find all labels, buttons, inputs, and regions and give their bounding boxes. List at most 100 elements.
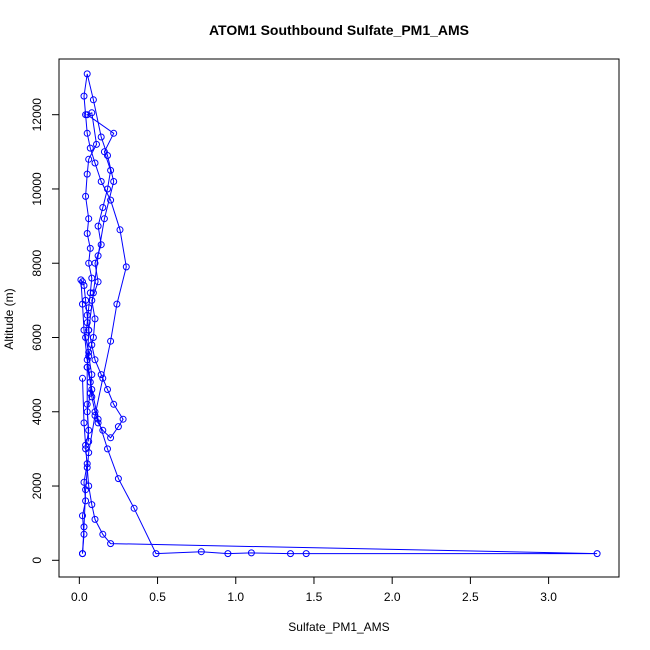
data-point xyxy=(122,263,130,271)
data-point xyxy=(97,178,105,185)
data-point xyxy=(116,226,124,234)
data-point xyxy=(104,445,111,453)
data-point xyxy=(107,434,115,442)
data-point xyxy=(88,371,96,379)
data-point xyxy=(86,144,94,152)
data-point xyxy=(593,550,601,558)
data-point xyxy=(83,70,91,78)
x-tick-label: 1.0 xyxy=(227,590,244,604)
data-point xyxy=(302,550,310,558)
y-axis: 0 2000 4000 6000 8000 10000 12000 xyxy=(30,98,60,564)
data-point xyxy=(80,419,88,427)
data-point xyxy=(89,96,97,104)
data-point xyxy=(99,426,107,434)
series-line-0 xyxy=(80,112,598,555)
data-point xyxy=(88,341,96,349)
data-point xyxy=(114,475,122,483)
y-tick-label: 6000 xyxy=(30,324,44,351)
data-point xyxy=(80,326,88,334)
data-point xyxy=(107,196,115,204)
x-axis: 0.0 0.5 1.0 1.5 2.0 2.5 3.0 xyxy=(71,576,557,604)
data-point xyxy=(82,192,90,200)
data-point xyxy=(80,92,88,100)
data-point xyxy=(113,300,121,308)
data-point xyxy=(85,215,93,223)
data-point xyxy=(152,550,160,558)
data-point xyxy=(97,371,105,379)
data-point xyxy=(85,449,93,457)
data-point xyxy=(100,215,108,223)
data-point xyxy=(99,530,107,538)
series-line-1 xyxy=(82,73,127,554)
data-point xyxy=(83,319,91,327)
x-tick-label: 1.5 xyxy=(306,590,323,604)
data-point xyxy=(110,400,118,408)
data-point xyxy=(110,129,118,137)
data-point xyxy=(114,423,122,431)
data-point xyxy=(119,415,127,423)
data-point xyxy=(224,550,232,558)
data-point xyxy=(97,241,105,249)
data-point xyxy=(91,356,99,364)
y-tick-label: 0 xyxy=(30,557,44,564)
data-point xyxy=(91,412,99,419)
x-tick-label: 3.0 xyxy=(540,590,557,604)
data-point xyxy=(86,244,94,252)
x-tick-label: 2.5 xyxy=(462,590,479,604)
y-axis-label: Altitude (m) xyxy=(2,288,16,349)
data-point xyxy=(79,512,86,520)
data-point xyxy=(77,276,85,284)
data-point xyxy=(110,178,118,185)
data-point xyxy=(99,204,107,211)
data-point xyxy=(99,374,107,382)
data-point xyxy=(94,419,102,427)
data-point xyxy=(93,140,100,148)
data-point xyxy=(88,109,96,117)
data-point xyxy=(91,315,99,323)
data-point xyxy=(104,152,111,159)
data-point xyxy=(130,504,138,512)
x-tick-label: 0.0 xyxy=(71,590,88,604)
data-point xyxy=(85,348,93,356)
data-point xyxy=(82,111,90,119)
data-point xyxy=(85,438,93,445)
data-point xyxy=(79,278,86,286)
data-point xyxy=(85,326,93,334)
y-tick-label: 10000 xyxy=(30,172,44,206)
y-tick-label: 12000 xyxy=(30,98,44,132)
data-point xyxy=(83,170,91,178)
data-point xyxy=(107,337,115,345)
data-point xyxy=(91,515,99,523)
x-tick-label: 0.5 xyxy=(149,590,166,604)
x-axis-label: Sulfate_PM1_AMS xyxy=(288,620,389,634)
data-point xyxy=(79,550,86,558)
data-point xyxy=(104,386,111,393)
data-point xyxy=(80,523,88,531)
data-point xyxy=(85,352,93,360)
data-point xyxy=(88,501,96,509)
data-point xyxy=(83,400,91,408)
data-point xyxy=(82,486,90,494)
data-point xyxy=(83,230,91,237)
data-point xyxy=(94,222,102,230)
data-point xyxy=(80,478,88,486)
data-layer xyxy=(77,70,601,558)
data-point xyxy=(287,550,294,558)
data-point xyxy=(83,129,91,137)
data-point xyxy=(247,549,255,557)
y-tick-label: 4000 xyxy=(30,398,44,425)
y-tick-label: 2000 xyxy=(30,472,44,499)
data-point xyxy=(88,393,96,401)
chart-title: ATOM1 Southbound Sulfate_PM1_AMS xyxy=(209,22,469,38)
y-tick-label: 8000 xyxy=(30,250,44,277)
data-point xyxy=(80,282,88,289)
data-point xyxy=(79,374,86,382)
data-point xyxy=(97,133,105,141)
data-point xyxy=(94,252,102,260)
data-point xyxy=(88,386,96,393)
data-point xyxy=(197,548,205,556)
data-point xyxy=(89,334,97,341)
data-point xyxy=(85,155,93,163)
data-point xyxy=(85,259,93,267)
